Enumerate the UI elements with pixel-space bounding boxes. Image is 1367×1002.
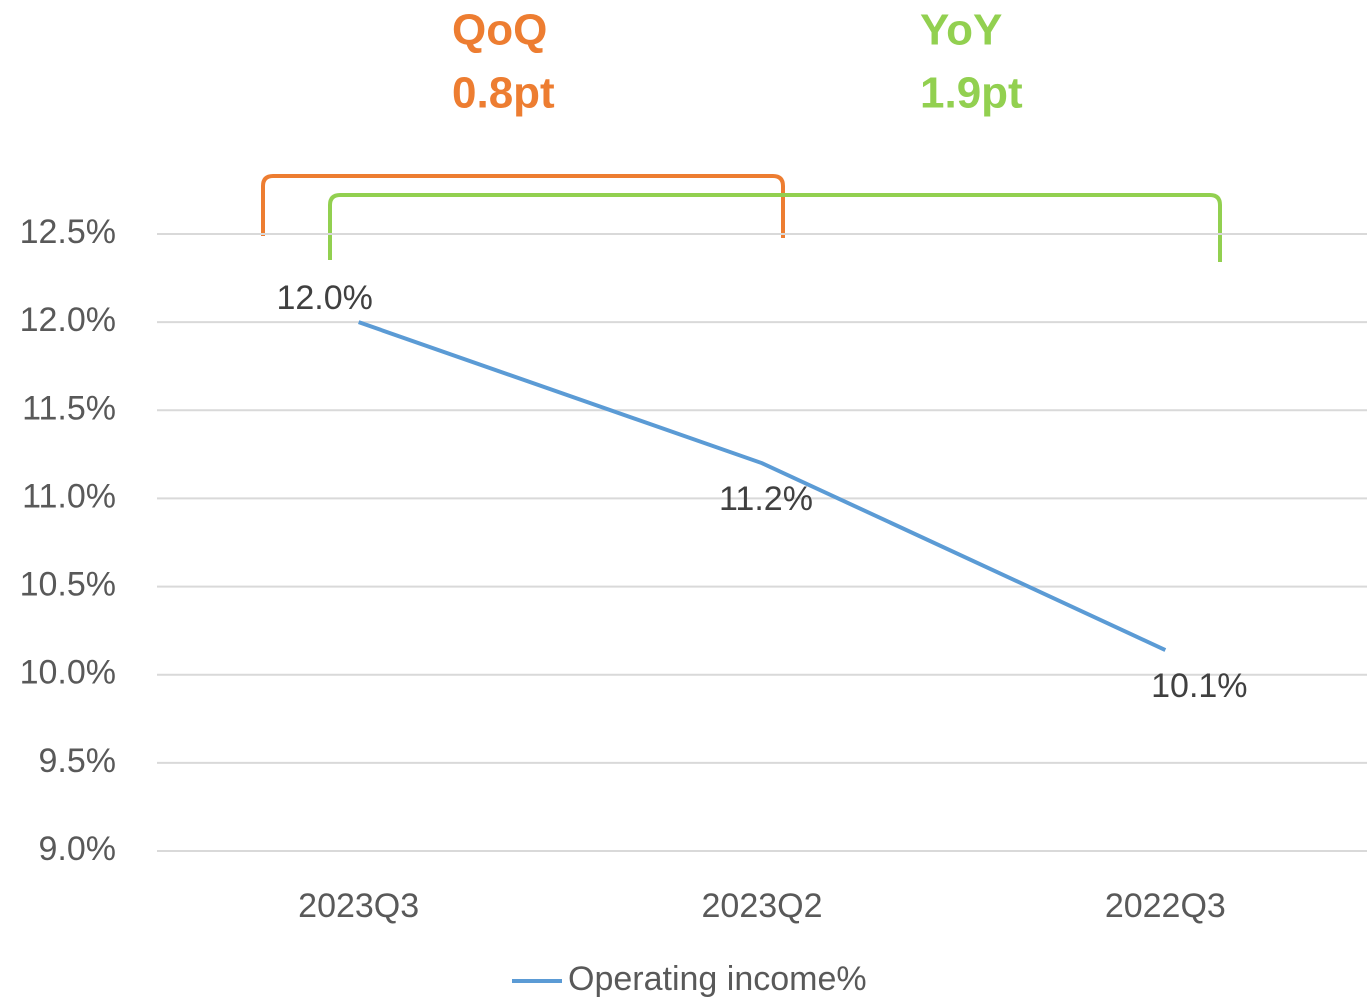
annotation: YoY	[920, 6, 1002, 55]
data-label: 11.2%	[719, 480, 813, 518]
y-tick-label: 11.0%	[22, 477, 116, 515]
x-tick-label: 2022Q3	[1105, 887, 1226, 925]
data-label: 12.0%	[276, 279, 372, 317]
data-label: 10.1%	[1151, 667, 1247, 705]
y-tick-label: 9.5%	[39, 742, 117, 780]
x-tick-label: 2023Q3	[298, 887, 419, 925]
annotation: 1.9pt	[920, 69, 1023, 118]
legend-label: Operating income%	[568, 960, 867, 998]
y-tick-label: 9.0%	[39, 830, 117, 868]
y-tick-label: 10.5%	[20, 566, 116, 604]
y-tick-label: 12.5%	[20, 213, 116, 251]
y-tick-label: 11.5%	[22, 389, 116, 427]
y-tick-label: 10.0%	[20, 654, 116, 692]
qoq-bracket	[261, 174, 785, 238]
line	[358, 320, 1167, 652]
y-tick-label: 12.0%	[20, 301, 116, 339]
yoy-bracket	[328, 193, 1222, 262]
annotation: 0.8pt	[452, 69, 555, 118]
x-tick-label: 2023Q2	[702, 887, 823, 925]
annotation: QoQ	[452, 6, 547, 55]
